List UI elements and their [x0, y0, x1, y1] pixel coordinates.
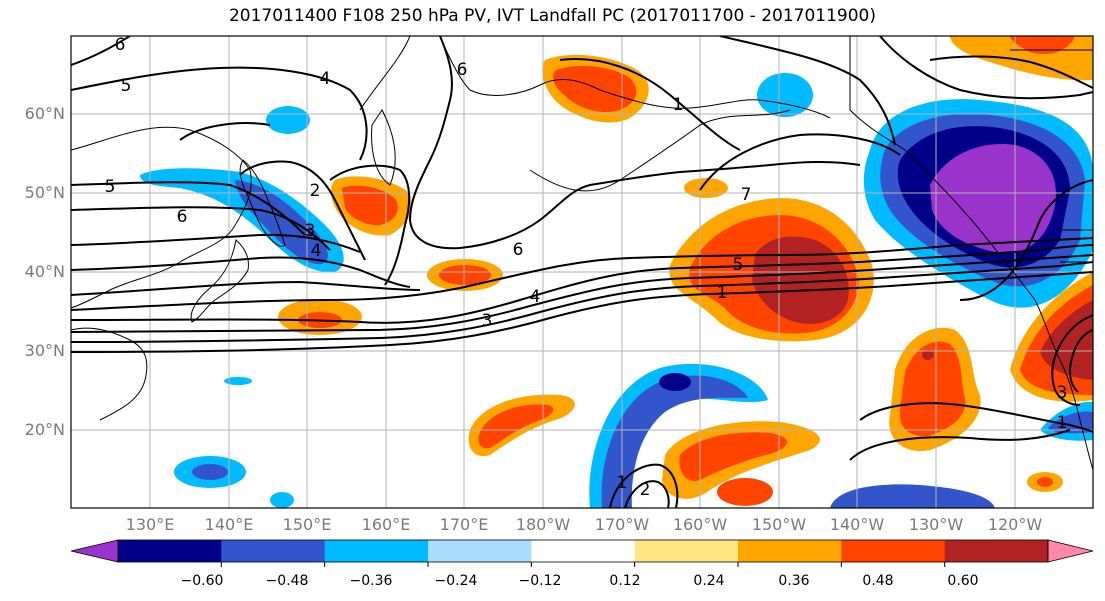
lat-label-40n: 40°N [24, 262, 65, 281]
negative-anomaly-region [659, 373, 691, 391]
colorbar-tick-label: −0.48 [265, 573, 309, 589]
colorbar-segment [944, 540, 1049, 562]
colorbar-extend-max [1047, 539, 1094, 563]
negative-anomaly-region [235, 180, 328, 265]
contour-label: 7 [741, 185, 752, 205]
positive-anomaly-region [679, 432, 787, 481]
colorbar-tick-label: −0.36 [349, 573, 393, 589]
lon-label: 140°E [204, 515, 254, 534]
lon-label: 180°W [515, 515, 571, 534]
colorbar-tick-label: 0.24 [693, 573, 725, 589]
contour-label: 4 [311, 241, 322, 261]
colorbar-segment [221, 540, 326, 562]
lon-label: 160°E [361, 515, 411, 534]
lon-label: 150°W [751, 515, 807, 534]
contour-label: 5 [121, 76, 132, 96]
lon-label: 140°W [829, 515, 885, 534]
negative-anomaly-region [930, 144, 1056, 254]
contour-label: 1 [717, 283, 728, 303]
lon-label: 130°W [908, 515, 964, 534]
negative-anomaly-region [192, 464, 228, 480]
contour-label: 4 [530, 287, 541, 307]
positive-anomaly-region [899, 341, 966, 437]
colorbar-tick-label: −0.60 [180, 573, 224, 589]
colorbar-segment [531, 540, 636, 562]
lat-label-60n: 60°N [24, 104, 65, 123]
negative-anomaly-region [757, 73, 813, 117]
colorbar-tick-label: 0.60 [947, 573, 979, 589]
colorbar-border [117, 539, 1049, 563]
contour-label: 6 [513, 240, 524, 260]
contour-lines [71, 36, 1093, 508]
negative-anomaly-region [224, 377, 252, 385]
negative-anomaly-region [589, 363, 768, 508]
colorbar [70, 539, 1094, 567]
contour-label: 3 [305, 221, 316, 241]
lat-label-20n: 20°N [24, 420, 65, 439]
colorbar-segment [738, 540, 842, 562]
coastlines [71, 36, 1093, 471]
lon-label: 120°W [987, 515, 1043, 534]
negative-anomaly-region [830, 484, 995, 508]
contour-label: 4 [320, 69, 331, 89]
lon-label: 160°W [672, 515, 728, 534]
contour-label: 1 [673, 95, 684, 115]
contour-label: 5 [105, 177, 116, 197]
positive-anomaly-region [717, 478, 773, 506]
positive-anomaly-region [342, 185, 398, 226]
colorbar-segment [634, 540, 739, 562]
colorbar-tick-label: 0.12 [609, 573, 641, 589]
lon-label: 150°E [282, 515, 332, 534]
map-title: 2017011400 F108 250 hPa PV, IVT Landfall… [228, 6, 876, 26]
colorbar-segment [324, 540, 429, 562]
lon-label: 130°E [125, 515, 175, 534]
colorbar-segment [428, 540, 532, 562]
negative-anomaly-region [601, 375, 748, 508]
colorbar-tick-label: −0.24 [434, 573, 478, 589]
negative-anomaly-region [270, 492, 294, 508]
contour-label: 1 [617, 473, 628, 493]
positive-anomaly-region [1037, 477, 1053, 487]
contour-label: 6 [177, 207, 188, 227]
positive-anomaly-region [439, 265, 491, 285]
colorbar-tick-label: 0.36 [778, 573, 810, 589]
positive-anomaly-region [922, 350, 934, 360]
positive-anomaly-region [553, 65, 637, 113]
lat-label-50n: 50°N [24, 183, 65, 202]
contour-label: 3 [482, 311, 493, 331]
ivt-shading-layer [140, 36, 1093, 508]
contour-label: 1 [1057, 413, 1068, 433]
colorbar-extend-min [70, 539, 119, 563]
positive-anomaly-region [478, 404, 554, 449]
contour-label: 6 [457, 60, 468, 80]
colorbar-segment [118, 540, 222, 562]
map-frame [70, 35, 1094, 509]
lat-label-30n: 30°N [24, 341, 65, 360]
contour-label: 3 [1057, 383, 1068, 403]
colorbar-segment [841, 540, 946, 562]
positive-anomaly-region [752, 236, 849, 324]
contour-label: 6 [115, 35, 126, 55]
contour-label: 5 [733, 255, 744, 275]
lon-label: 170°W [594, 515, 650, 534]
contour-label: 2 [640, 480, 651, 500]
colorbar-tick-label: 0.48 [862, 573, 894, 589]
negative-anomaly-region [266, 106, 310, 134]
contour-label: 2 [310, 181, 321, 201]
lon-label: 170°E [439, 515, 489, 534]
colorbar-tick-label: −0.12 [518, 573, 562, 589]
graticule [71, 36, 1093, 508]
